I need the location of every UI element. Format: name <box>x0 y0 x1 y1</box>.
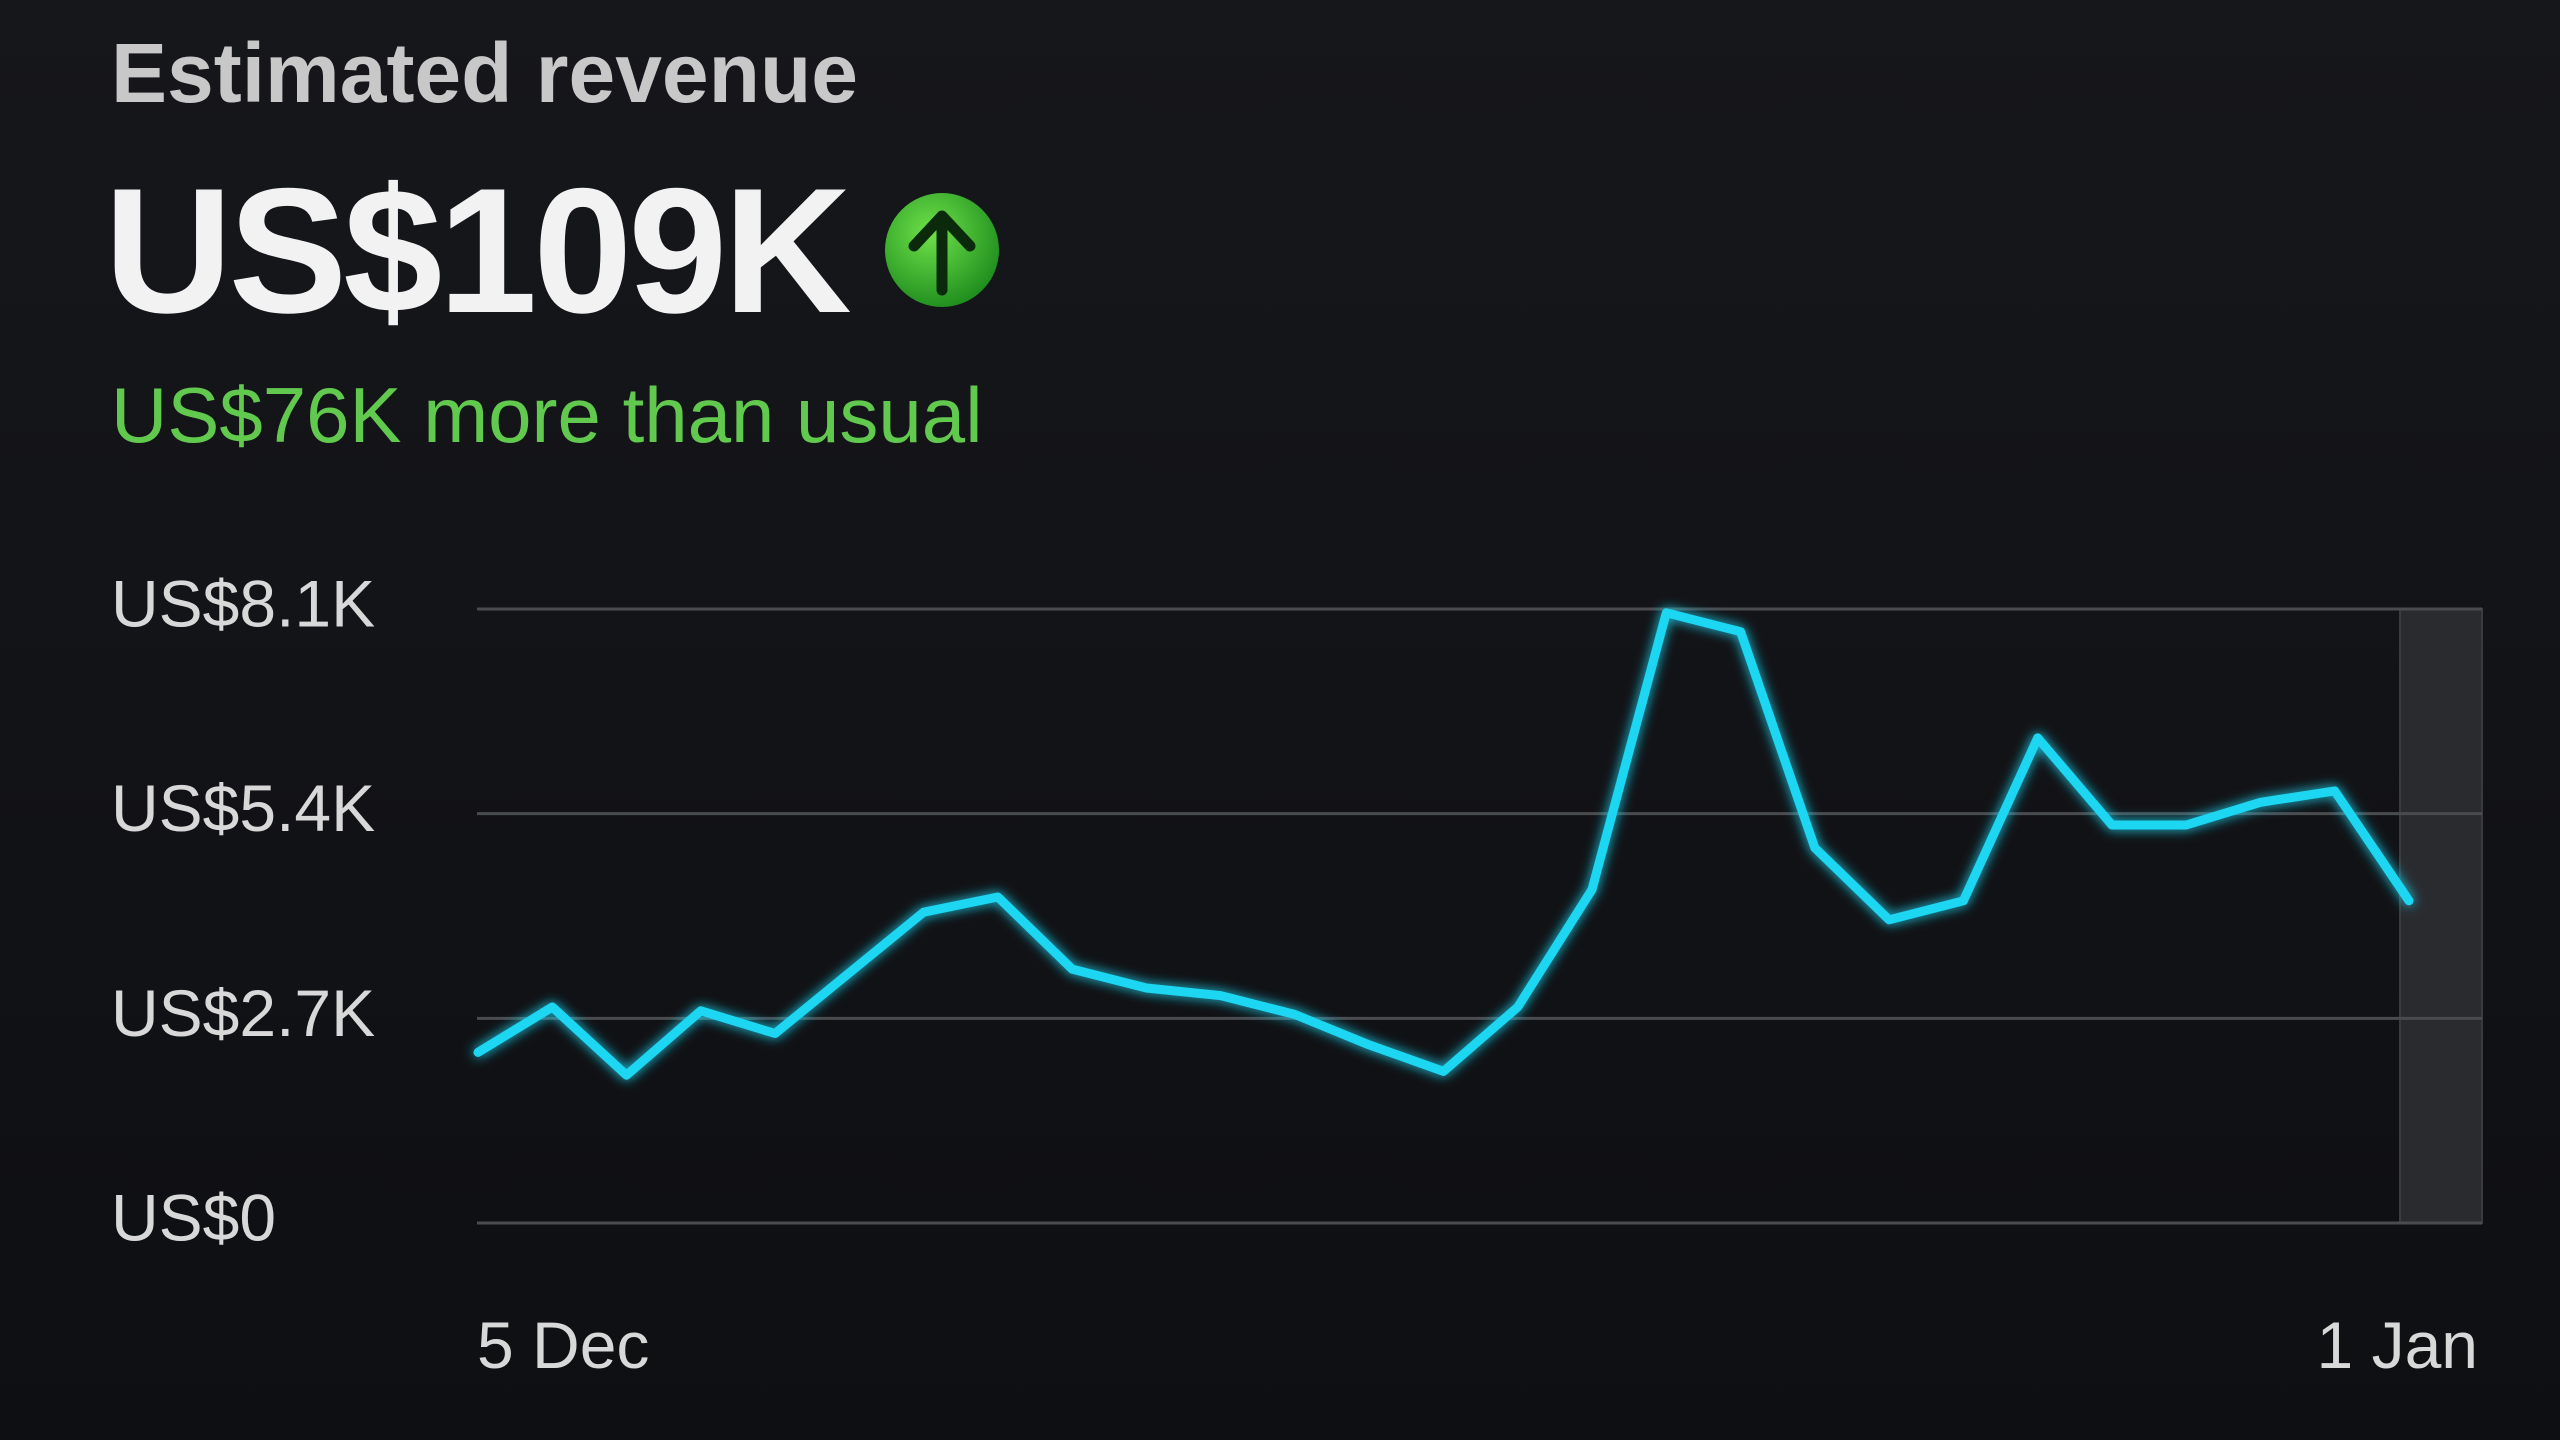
subtitle: US$76K more than usual <box>111 371 983 459</box>
up-arrow-icon <box>885 193 999 307</box>
y-tick-label: US$8.1K <box>111 566 375 640</box>
revenue-line <box>473 608 2414 1080</box>
y-tick-label: US$5.4K <box>111 771 375 845</box>
y-tick-label: US$2.7K <box>111 976 375 1050</box>
x-tick-label: 1 Jan <box>2317 1308 2478 1382</box>
hover-highlight <box>2399 608 2483 1224</box>
x-tick-label: 5 Dec <box>477 1308 649 1382</box>
y-tick-label: US$0 <box>111 1180 276 1254</box>
card-title: Estimated revenue <box>111 26 858 120</box>
headline-value: US$109K <box>104 151 850 350</box>
